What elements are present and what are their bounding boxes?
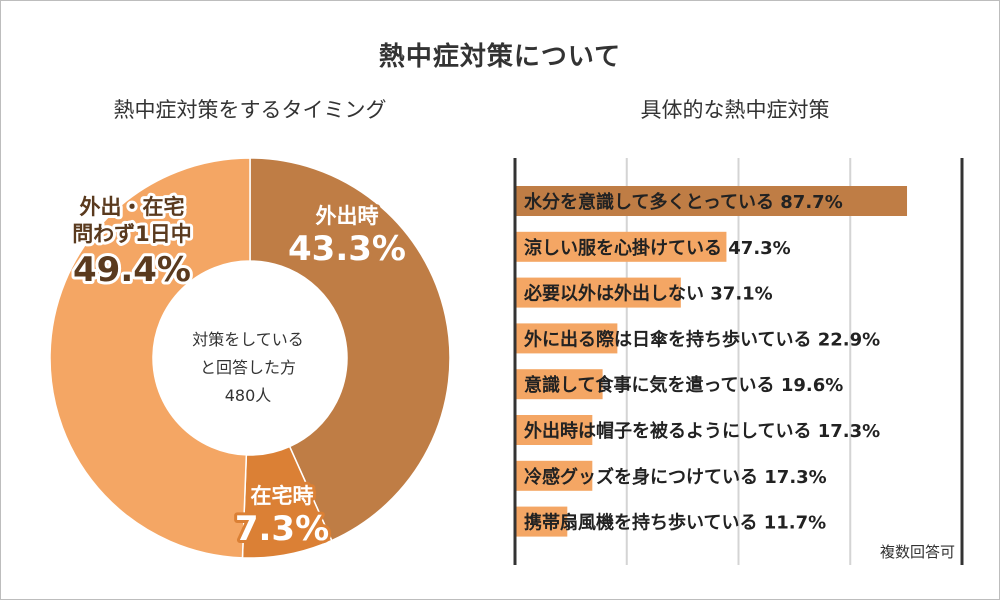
slice-label-2-line-0: 外出・在宅	[80, 195, 185, 219]
multiple-answers-note: 複数回答可	[880, 543, 955, 561]
bar-label-6: 冷感グッズを身につけている 17.3%	[524, 466, 827, 488]
slice-value-0: 43.3%	[288, 229, 406, 269]
slice-value-2-halo: 49.4%	[73, 250, 191, 290]
bar-label-1: 涼しい服を心掛けている 47.3%	[524, 237, 791, 259]
slice-label-2-line-0-halo: 外出・在宅	[80, 195, 185, 219]
bar-label-5: 外出時は帽子を被るようにしている 17.3%	[524, 420, 880, 442]
slice-label-0-line-0-halo: 外出時	[316, 204, 379, 228]
bar-label-4: 意識して食事に気を遣っている 19.6%	[524, 374, 843, 396]
donut-center-label-line-1: と回答した方	[200, 358, 296, 377]
bar-7	[515, 506, 568, 537]
bar-6	[515, 460, 593, 491]
bar-1	[515, 231, 727, 262]
slice-value-2: 49.4%	[73, 250, 191, 290]
bar-label-2: 必要以外は外出しない 37.1%	[523, 283, 773, 305]
donut-center-label-line-0: 対策をしている	[192, 330, 304, 349]
bar-4	[515, 369, 603, 400]
bar-label-7: 携帯扇風機を持ち歩いている 11.7%	[524, 512, 826, 534]
slice-label-2-line-1: 問わず1日中	[72, 222, 192, 246]
slice-label-1-line-0-halo: 在宅時	[251, 484, 314, 508]
slice-label-0-line-0: 外出時	[316, 204, 379, 228]
slice-value-1-halo: 7.3%	[235, 509, 329, 549]
bar-5	[515, 415, 593, 445]
bar-2	[515, 277, 681, 308]
donut-chart: 外出時外出時43.3%43.3%在宅時在宅時7.3%7.3%外出・在宅外出・在宅…	[49, 157, 451, 559]
slice-value-0-halo: 43.3%	[288, 229, 406, 269]
bar-3	[515, 323, 618, 354]
main-title: 熱中症対策について	[378, 42, 622, 72]
slice-value-1: 7.3%	[235, 509, 329, 549]
bar-0	[515, 186, 908, 216]
donut-slice-0	[249, 157, 451, 542]
bar-label-0: 水分を意識して多くとっている 87.7%	[524, 191, 843, 213]
donut-slice-2	[49, 157, 251, 559]
slice-label-1-line-0: 在宅時	[251, 484, 314, 508]
slice-label-2-line-1-halo: 問わず1日中	[72, 222, 192, 246]
donut-center-label-line-2: 480人	[225, 386, 272, 405]
bar-label-3: 外に出る際は日傘を持ち歩いている 22.9%	[524, 328, 880, 350]
pie-chart-title: 熱中症対策をするタイミング	[113, 98, 387, 122]
bar-chart-title: 具体的な熱中症対策	[640, 98, 830, 122]
